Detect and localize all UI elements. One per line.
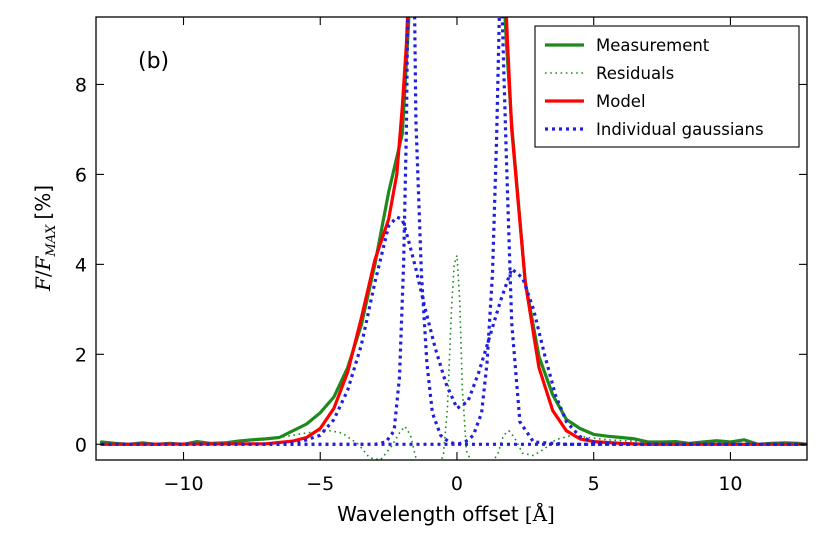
x-tick-label: 5 — [588, 473, 600, 495]
y-tick-label: 0 — [75, 434, 87, 456]
legend-label: Model — [596, 92, 646, 111]
x-tick-label: 10 — [718, 473, 742, 495]
legend-label: Measurement — [596, 36, 710, 55]
series-line-individual-gaussians-narrow-right — [101, 17, 807, 446]
legend-label: Residuals — [596, 64, 674, 83]
series-layer — [99, 17, 807, 460]
y-label-fmax: F — [31, 255, 55, 271]
y-tick-label: 8 — [75, 74, 87, 96]
y-label-f: F — [31, 276, 55, 292]
x-axis-label: Wavelength offset [Å] — [337, 501, 555, 526]
x-tick-label: 0 — [451, 473, 463, 495]
y-tick-label: 4 — [75, 254, 87, 276]
legend-label: Individual gaussians — [596, 120, 764, 139]
plot-frame — [95, 16, 808, 461]
x-axis-ticks: −10 −5 0 5 10 — [163, 17, 743, 495]
panel-label: (b) — [138, 49, 169, 74]
y-axis-ticks: 0 2 4 6 8 — [75, 74, 807, 456]
x-tick-label: −10 — [163, 473, 203, 495]
x-axis-label-text: Wavelength offset — [337, 502, 519, 526]
y-label-unit: [%] — [31, 185, 55, 220]
y-label-slash: / — [31, 270, 55, 277]
x-tick-label: −5 — [306, 473, 334, 495]
y-axis-label: F/FMAX[%] — [31, 185, 59, 292]
legend: Measurement Residuals Model Individual gaus… — [534, 25, 800, 148]
y-tick-label: 6 — [75, 164, 87, 186]
x-axis-label-unit: [Å] — [525, 501, 555, 526]
series-line-individual-gaussians — [101, 215, 807, 446]
y-label-sub: MAX — [44, 224, 59, 258]
y-tick-label: 2 — [75, 344, 87, 366]
